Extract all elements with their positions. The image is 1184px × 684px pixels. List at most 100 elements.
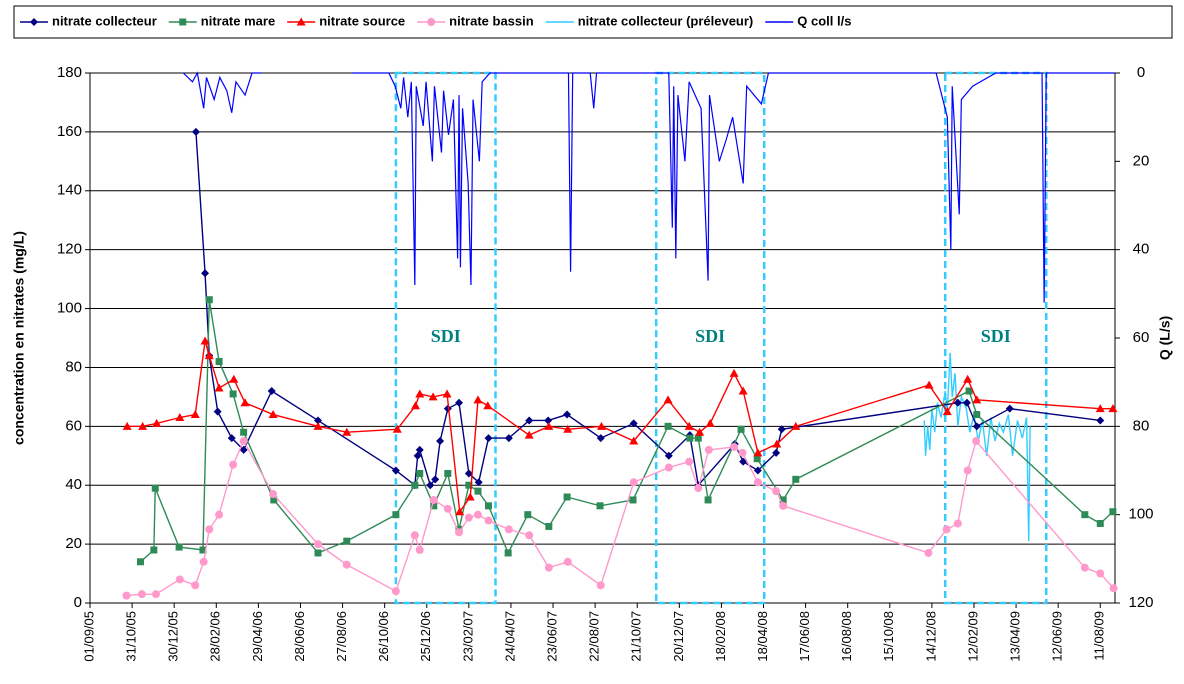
point bbox=[240, 398, 250, 407]
point bbox=[30, 18, 38, 26]
point bbox=[455, 398, 464, 407]
point bbox=[205, 296, 213, 304]
x-tick-label: 12/02/09 bbox=[965, 611, 980, 662]
point bbox=[410, 531, 419, 540]
point bbox=[962, 398, 971, 407]
x-tick-label: 17/06/08 bbox=[797, 611, 812, 662]
point bbox=[342, 427, 352, 436]
point bbox=[629, 478, 638, 487]
point bbox=[269, 490, 278, 499]
point bbox=[596, 421, 606, 430]
y-tick-label: 160 bbox=[57, 123, 82, 140]
sdi-label: SDI bbox=[695, 326, 725, 346]
point bbox=[791, 421, 801, 430]
y-tick-label: 40 bbox=[65, 476, 82, 493]
point bbox=[1096, 569, 1105, 578]
point bbox=[484, 434, 493, 443]
x-tick-label: 29/04/06 bbox=[250, 611, 265, 662]
x-tick-label: 27/08/06 bbox=[334, 611, 349, 662]
y-tick-label: 120 bbox=[57, 241, 82, 258]
point bbox=[415, 546, 424, 554]
point bbox=[483, 401, 493, 410]
point bbox=[152, 418, 162, 427]
point bbox=[686, 434, 694, 442]
point bbox=[296, 17, 306, 26]
point bbox=[963, 374, 973, 383]
point bbox=[464, 469, 473, 478]
point bbox=[1096, 416, 1105, 425]
point bbox=[411, 481, 419, 489]
point bbox=[392, 424, 402, 433]
point bbox=[1109, 508, 1117, 516]
x-tick-label: 12/06/09 bbox=[1050, 611, 1065, 662]
x-tick-label: 30/12/05 bbox=[166, 611, 181, 662]
point bbox=[465, 492, 475, 501]
point bbox=[730, 442, 739, 451]
point bbox=[429, 495, 438, 504]
point bbox=[151, 484, 159, 492]
point bbox=[474, 487, 482, 495]
point bbox=[204, 351, 214, 360]
point bbox=[267, 387, 276, 395]
point bbox=[442, 389, 452, 398]
point bbox=[737, 425, 745, 433]
point bbox=[705, 418, 715, 427]
point bbox=[416, 469, 424, 477]
point bbox=[464, 513, 473, 522]
x-tick-label: 13/04/09 bbox=[1008, 611, 1023, 662]
y2-tick-label: 0 bbox=[1137, 64, 1145, 81]
point bbox=[953, 519, 962, 528]
point bbox=[663, 395, 673, 404]
point bbox=[270, 496, 278, 504]
point bbox=[343, 537, 351, 545]
point bbox=[704, 496, 712, 504]
x-tick-label: 31/10/05 bbox=[124, 611, 139, 662]
point bbox=[213, 407, 222, 416]
point bbox=[415, 389, 425, 398]
point bbox=[524, 511, 532, 519]
point bbox=[428, 392, 438, 401]
y-axis-title: concentration en nitrates (mg/L) bbox=[11, 231, 27, 445]
legend-label: nitrate source bbox=[319, 13, 405, 28]
point bbox=[1081, 511, 1089, 519]
point bbox=[427, 18, 436, 26]
y2-tick-label: 20 bbox=[1133, 152, 1150, 169]
point bbox=[314, 549, 322, 557]
point bbox=[474, 478, 483, 487]
point bbox=[199, 546, 207, 554]
x-tick-label: 16/08/08 bbox=[839, 611, 854, 662]
point bbox=[738, 386, 748, 395]
x-tick-label: 23/06/07 bbox=[544, 611, 559, 662]
point bbox=[151, 590, 160, 599]
point bbox=[596, 581, 605, 590]
point bbox=[544, 421, 554, 430]
point bbox=[175, 413, 185, 421]
point bbox=[229, 390, 237, 398]
point bbox=[239, 445, 248, 454]
point bbox=[504, 434, 513, 443]
x-tick-label: 22/08/07 bbox=[587, 611, 602, 662]
point bbox=[942, 407, 952, 416]
point bbox=[215, 510, 224, 519]
point bbox=[563, 410, 572, 419]
point bbox=[629, 419, 638, 428]
series-line bbox=[126, 439, 1115, 597]
point bbox=[268, 410, 278, 419]
y2-axis-title: Q (L/s) bbox=[1157, 316, 1173, 360]
point bbox=[391, 466, 400, 475]
point bbox=[704, 445, 713, 454]
point bbox=[240, 428, 248, 436]
y-tick-label: 20 bbox=[65, 535, 82, 552]
point bbox=[772, 439, 782, 448]
point bbox=[694, 434, 702, 442]
point bbox=[524, 430, 534, 439]
sdi-label: SDI bbox=[431, 326, 461, 346]
point bbox=[200, 336, 210, 345]
point bbox=[525, 416, 534, 425]
point bbox=[455, 528, 464, 537]
point bbox=[525, 531, 534, 540]
point bbox=[391, 587, 400, 596]
point bbox=[484, 516, 493, 525]
point bbox=[664, 463, 673, 472]
x-tick-label: 11/08/09 bbox=[1092, 611, 1107, 661]
